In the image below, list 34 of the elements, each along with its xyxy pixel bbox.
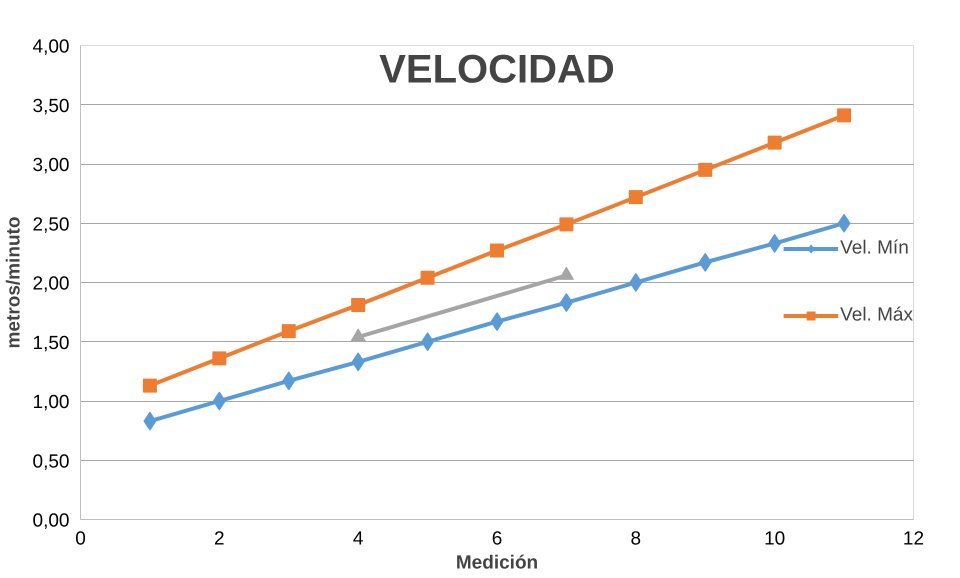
y-tick-label: 0,00 — [32, 510, 70, 532]
y-tick-label: 1,50 — [32, 332, 70, 354]
y-tick-label: 4,00 — [32, 36, 70, 58]
point — [351, 298, 366, 312]
point — [628, 190, 643, 204]
point — [490, 244, 504, 258]
x-axis-title: Medición — [456, 552, 538, 574]
x-tick-label: 2 — [214, 528, 225, 550]
y-tick-label: 1,00 — [32, 392, 70, 413]
point — [420, 270, 435, 285]
point — [629, 273, 642, 292]
y-axis-title: metros/minuto — [4, 216, 25, 348]
point — [282, 324, 296, 338]
x-tick-label: 4 — [352, 528, 364, 550]
y-tick-label: 2,50 — [32, 214, 70, 236]
point — [142, 378, 157, 393]
x-tick-label: 0 — [75, 528, 86, 550]
point — [212, 351, 226, 366]
x-tick-label: 12 — [902, 528, 924, 550]
point — [559, 217, 574, 232]
legend-label: Vel. Mín — [840, 238, 909, 260]
chart-title: VELOCIDAD — [379, 48, 615, 92]
point — [212, 392, 226, 410]
x-tick-label: 8 — [630, 528, 642, 550]
legend-label: Vel. Máx — [840, 304, 913, 326]
y-tick-label: 2,00 — [32, 274, 70, 294]
point — [698, 162, 712, 177]
point — [768, 136, 782, 150]
x-tick-label: 6 — [492, 528, 502, 550]
y-tick-label: 3,00 — [32, 155, 70, 176]
point — [837, 108, 852, 122]
y-tick-label: 3,50 — [32, 96, 70, 117]
x-tick-label: 10 — [764, 528, 786, 550]
y-tick-label: 0,50 — [32, 451, 70, 472]
